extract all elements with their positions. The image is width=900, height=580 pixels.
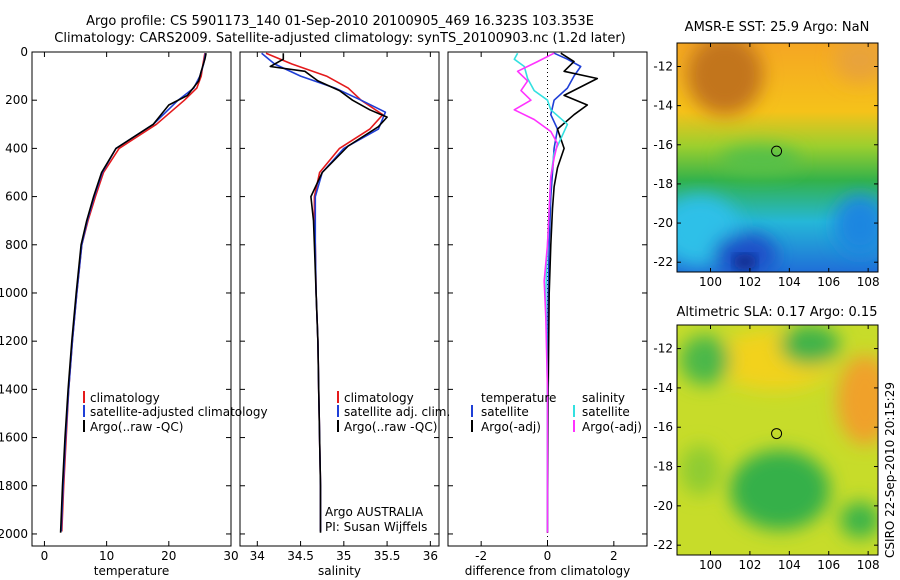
- y-tick-label: -12: [653, 59, 673, 73]
- legend-label-temp-argo: Argo(-adj): [481, 420, 541, 434]
- y-tick-label: -14: [653, 381, 673, 395]
- y-tick-label: 200: [5, 93, 28, 107]
- y-tick-label: 0: [20, 45, 28, 59]
- x-tick-label: 108: [857, 275, 880, 289]
- y-tick-label: -22: [653, 255, 673, 269]
- legend-swatch-temp-satellite: [471, 405, 473, 417]
- series-line-salinity-satellite: [513, 52, 569, 532]
- difference-legend: temperature satellite Argo(-adj) salinit…: [471, 391, 642, 434]
- salinity-annotation-2: PI: Susan Wijffels: [325, 520, 427, 534]
- x-tick-label: 104: [778, 558, 801, 572]
- legend-label-climatology: climatology: [90, 391, 160, 405]
- x-tick-label: 102: [738, 558, 761, 572]
- x-tick-label: 30: [223, 549, 238, 563]
- legend-swatch-sal-argo: [573, 420, 575, 432]
- y-tick-label: 1800: [0, 479, 28, 493]
- sst-map-title: AMSR-E SST: 25.9 Argo: NaN: [685, 20, 870, 35]
- sla-argo-location-marker: [771, 428, 783, 440]
- y-tick-label: 1200: [0, 334, 28, 348]
- x-tick-label: 35.5: [374, 549, 401, 563]
- salinity-plot: 34 34.5 35 35.5 36 salinity: [239, 51, 440, 578]
- y-tick-label: 400: [5, 141, 28, 155]
- y-tick-label: -14: [653, 99, 673, 113]
- x-tick-label: 106: [817, 275, 840, 289]
- y-tick-label: 2000: [0, 527, 28, 541]
- plot-frame: [31, 51, 232, 547]
- x-tick-label: 108: [857, 558, 880, 572]
- legend-swatch-climatology: [83, 391, 85, 403]
- temperature-plot: 0 10 20 30 0 200 400 600 800 1000 1200 1400 1600 1800…: [0, 45, 239, 578]
- series-line-argo: [59, 53, 207, 533]
- legend-label-temp-satellite: satellite: [481, 405, 529, 419]
- y-tick-label: -16: [653, 138, 673, 152]
- legend-swatch-satellite: [337, 405, 339, 417]
- x-tick-label: 20: [161, 549, 176, 563]
- y-tick-label: 1600: [0, 431, 28, 445]
- x-tick-label: 35: [336, 549, 351, 563]
- x-tick-label: 102: [738, 275, 761, 289]
- legend-label-sal-satellite: satellite: [582, 405, 630, 419]
- y-tick-label: 1400: [0, 382, 28, 396]
- sla-map-title: Altimetric SLA: 0.17 Argo: 0.15: [677, 305, 878, 320]
- sla-map-frame: [676, 324, 879, 556]
- header-line2: Climatology: CARS2009. Satellite-adjuste…: [54, 31, 626, 46]
- legend-label-satellite: satellite-adjusted climatology: [90, 405, 268, 419]
- header-line1: Argo profile: CS 5901173_140 01-Sep-2010…: [86, 14, 594, 29]
- series-line-salinity-argo: [513, 52, 559, 533]
- x-tick-label: 100: [699, 275, 722, 289]
- y-tick-label: -22: [653, 538, 673, 552]
- legend-heading-salinity: salinity: [582, 391, 625, 405]
- temperature-legend: climatology satellite-adjusted climatolo…: [83, 391, 268, 434]
- legend-swatch-climatology: [337, 391, 339, 403]
- x-tick-label: 106: [817, 558, 840, 572]
- y-tick-label: 1000: [0, 286, 28, 300]
- sst-argo-location-marker: [771, 145, 783, 157]
- x-tick-label: 100: [699, 558, 722, 572]
- sst-map-frame: [676, 42, 879, 273]
- salinity-legend: climatology satellite adj. clim. Argo(..…: [325, 391, 450, 534]
- y-tick-label: -18: [653, 460, 673, 474]
- y-tick-label: -18: [653, 177, 673, 191]
- y-tick-label: -20: [653, 216, 673, 230]
- x-tick-label: 2: [610, 549, 618, 563]
- side-label: CSIRO 22-Sep-2010 20:15:29: [883, 382, 897, 558]
- y-tick-label: -16: [653, 420, 673, 434]
- x-tick-label: 34: [250, 549, 265, 563]
- legend-swatch-argo: [337, 420, 339, 432]
- x-tick-label: -2: [475, 549, 487, 563]
- sla-map-axes: 100 102 104 106 108 -12 -14 -16 -18 -20 -22: [653, 325, 880, 572]
- legend-swatch-argo: [83, 420, 85, 432]
- x-axis-label: difference from climatology: [465, 564, 631, 578]
- y-tick-label: 800: [5, 238, 28, 252]
- legend-label-argo: Argo(..raw -QC): [90, 420, 183, 434]
- x-axis-label: temperature: [94, 564, 169, 578]
- legend-label-sal-argo: Argo(-adj): [582, 420, 642, 434]
- legend-swatch-satellite: [83, 405, 85, 417]
- y-tick-label: -20: [653, 499, 673, 513]
- x-tick-label: 0: [544, 549, 552, 563]
- sla-map-field: [677, 325, 878, 555]
- legend-label-climatology: climatology: [344, 391, 414, 405]
- x-tick-label: 10: [99, 549, 114, 563]
- x-tick-label: 104: [778, 275, 801, 289]
- legend-swatch-temp-argo: [471, 420, 473, 432]
- legend-heading-temperature: temperature: [481, 391, 556, 405]
- y-tick-label: -12: [653, 342, 673, 356]
- legend-swatch-sal-satellite: [573, 405, 575, 417]
- x-tick-label: 36: [423, 549, 438, 563]
- sst-map-axes: 100 102 104 106 108 -12 -14 -16 -18 -20 -22: [653, 43, 880, 289]
- y-tick-label: 600: [5, 190, 28, 204]
- legend-label-satellite: satellite adj. clim.: [344, 405, 450, 419]
- sst-map-field: [677, 43, 878, 272]
- x-tick-label: 0: [41, 549, 49, 563]
- legend-label-argo: Argo(..raw -QC): [344, 420, 437, 434]
- plot-frame: [239, 51, 440, 547]
- series-line-argo: [269, 53, 388, 533]
- salinity-annotation-1: Argo AUSTRALIA: [325, 505, 424, 519]
- x-tick-label: 34.5: [287, 549, 314, 563]
- x-axis-label: salinity: [318, 564, 361, 578]
